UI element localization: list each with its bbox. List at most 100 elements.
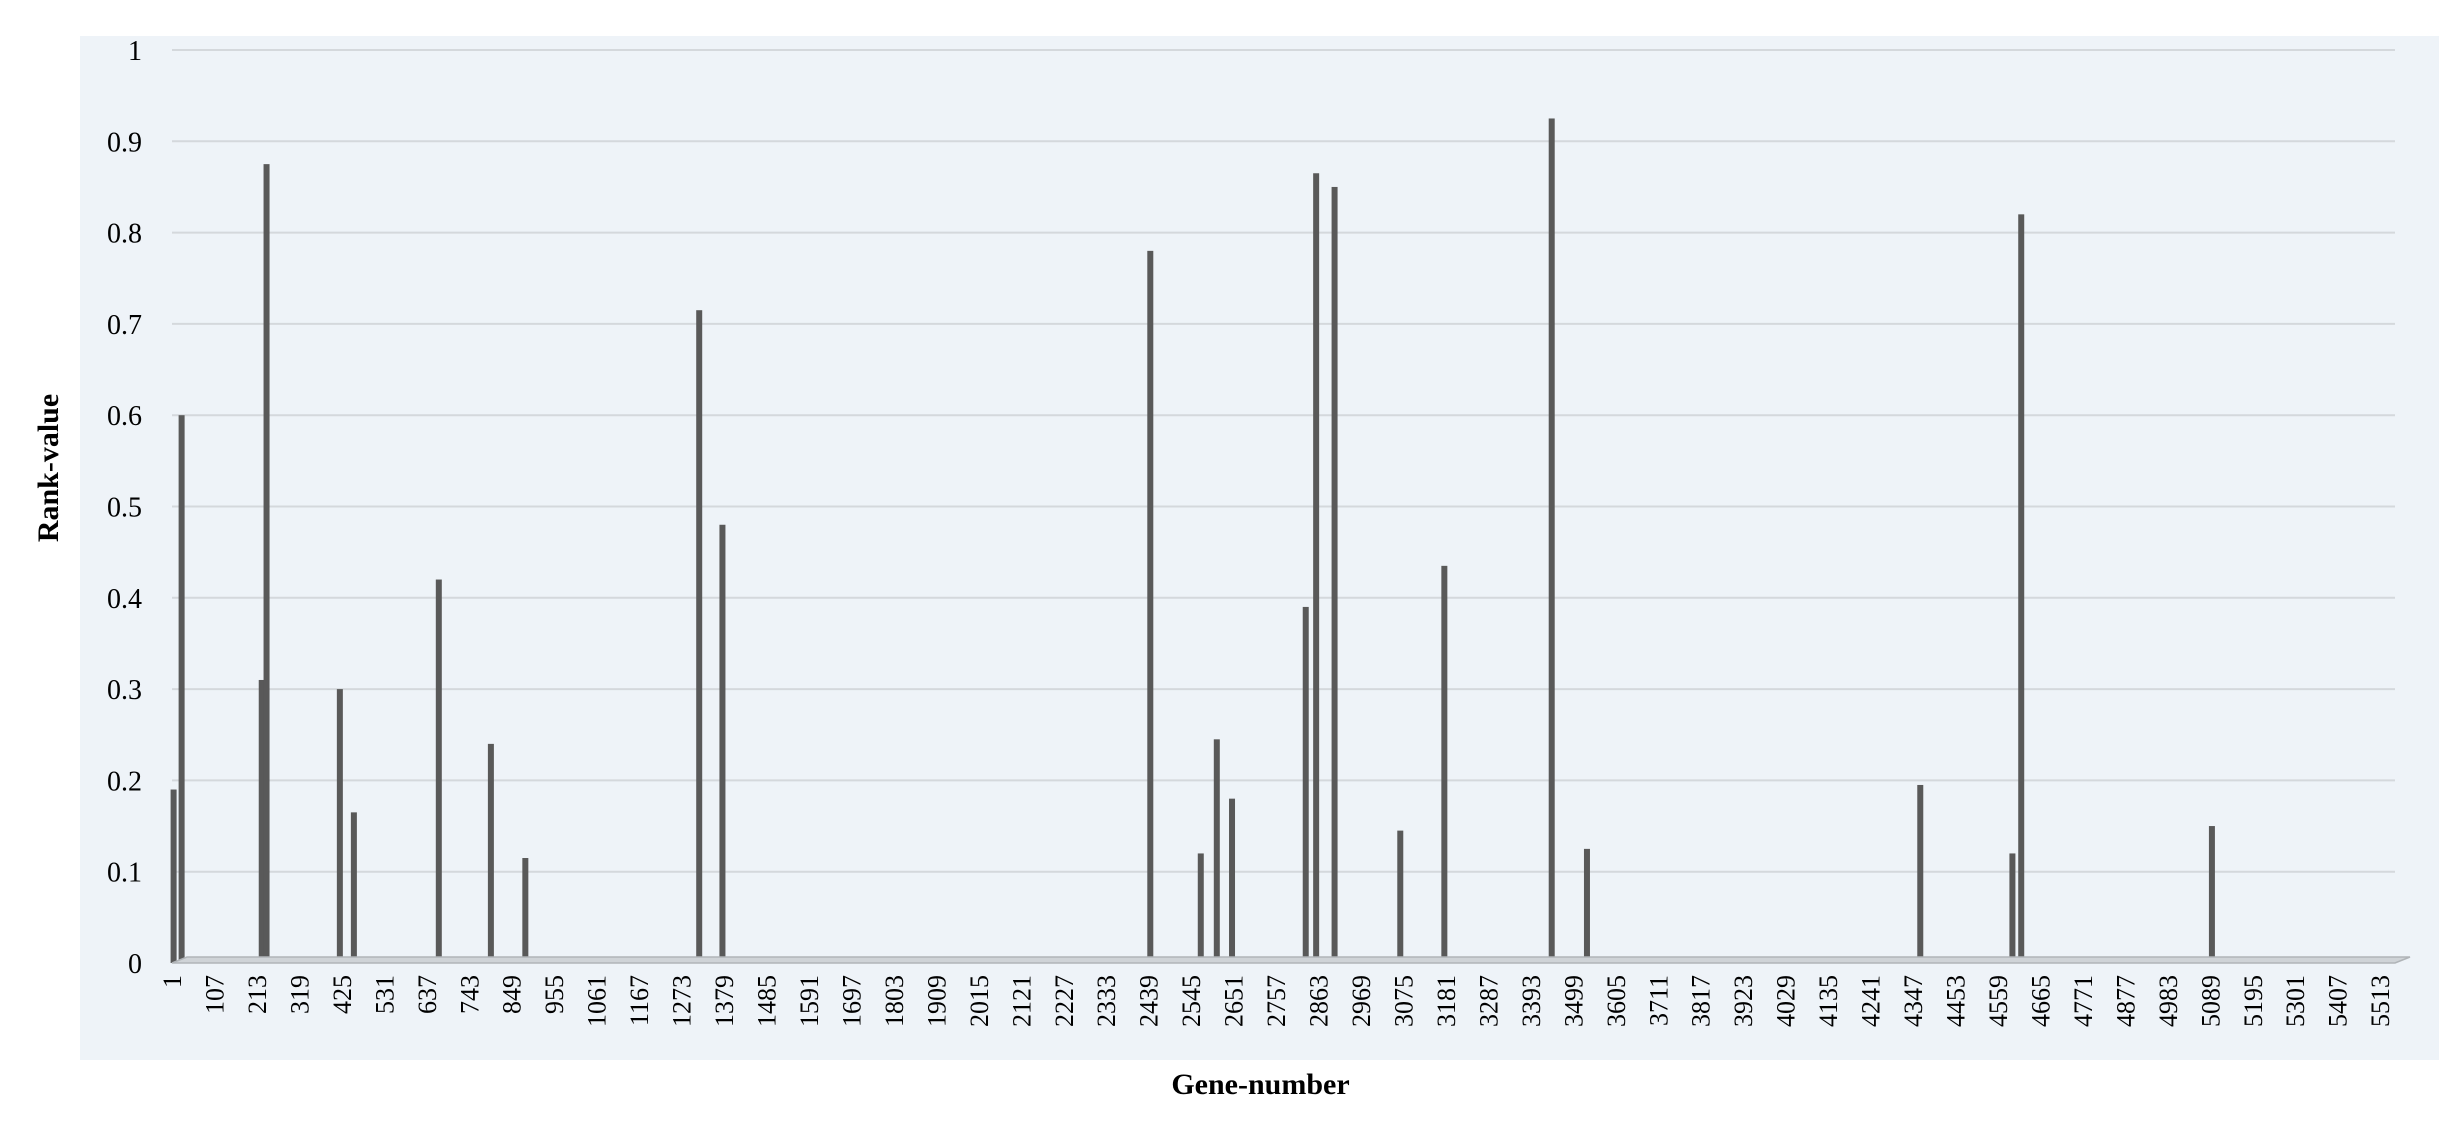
x-tick-label: 3393 bbox=[1517, 975, 1546, 1027]
bar bbox=[258, 679, 265, 963]
x-tick-label: 3499 bbox=[1559, 975, 1588, 1027]
x-tick-label: 5195 bbox=[2239, 975, 2268, 1027]
x-tick-label: 3923 bbox=[1729, 975, 1758, 1027]
y-tick-label: 0.9 bbox=[107, 127, 142, 158]
y-tick-label: 0.7 bbox=[107, 310, 142, 341]
x-tick-label: 3711 bbox=[1644, 975, 1673, 1026]
bar bbox=[696, 310, 703, 964]
x-tick-label: 1061 bbox=[583, 975, 612, 1027]
bar bbox=[2208, 826, 2215, 963]
bar bbox=[1441, 565, 1448, 963]
bar bbox=[263, 164, 270, 963]
x-tick-label: 531 bbox=[370, 975, 399, 1014]
x-tick-label: 3181 bbox=[1432, 975, 1461, 1027]
bar bbox=[1229, 798, 1236, 963]
y-tick-label: 0.2 bbox=[107, 766, 142, 797]
x-tick-label: 319 bbox=[285, 975, 314, 1014]
bar bbox=[1917, 784, 1924, 963]
x-tick-label: 4877 bbox=[2111, 975, 2140, 1027]
x-tick-label: 4453 bbox=[1942, 975, 1971, 1027]
x-axis-ticks: 1 107 213 319 425 531 637 743 849 955 1061 1167 1273… bbox=[158, 975, 2395, 1027]
bar bbox=[336, 689, 343, 963]
y-axis-ticks: 0 0.1 0.2 0.3 0.4 0.5 0.6 0.7 0.8 0.9 1 bbox=[107, 36, 142, 980]
x-tick-label: 2863 bbox=[1305, 975, 1334, 1027]
x-tick-label: 5089 bbox=[2196, 975, 2225, 1027]
bar bbox=[1302, 606, 1309, 963]
x-tick-label: 2757 bbox=[1262, 975, 1291, 1027]
bar bbox=[1197, 853, 1204, 963]
y-tick-label: 0.1 bbox=[107, 858, 142, 889]
x-tick-label: 3287 bbox=[1474, 975, 1503, 1027]
bar bbox=[1313, 173, 1320, 963]
bar bbox=[487, 743, 494, 963]
bar bbox=[719, 524, 726, 963]
x-tick-label: 107 bbox=[200, 975, 229, 1014]
x-tick-label: 3605 bbox=[1602, 975, 1631, 1027]
y-tick-label: 0 bbox=[128, 949, 142, 980]
bar bbox=[522, 858, 529, 963]
bar bbox=[1331, 186, 1338, 963]
x-tick-label: 213 bbox=[243, 975, 272, 1014]
x-tick-label: 1909 bbox=[922, 975, 951, 1027]
x-tick-label: 849 bbox=[498, 975, 527, 1014]
bar bbox=[435, 579, 442, 963]
y-tick-label: 0.6 bbox=[107, 401, 142, 432]
x-tick-label: 1 bbox=[158, 975, 187, 988]
x-tick-label: 1273 bbox=[668, 975, 697, 1027]
x-tick-label: 743 bbox=[455, 975, 484, 1014]
bar bbox=[178, 415, 185, 963]
x-tick-label: 2545 bbox=[1177, 975, 1206, 1027]
x-tick-label: 1591 bbox=[795, 975, 824, 1027]
x-tick-label: 955 bbox=[540, 975, 569, 1014]
bar bbox=[1548, 118, 1555, 964]
x-tick-label: 4559 bbox=[1984, 975, 2013, 1027]
x-tick-label: 4771 bbox=[2069, 975, 2098, 1027]
y-tick-label: 0.5 bbox=[107, 493, 142, 524]
x-tick-label: 4029 bbox=[1772, 975, 1801, 1027]
x-axis-label: Gene-number bbox=[1171, 1068, 1349, 1101]
x-tick-label: 2651 bbox=[1220, 975, 1249, 1027]
y-axis-label: Rank-value bbox=[32, 394, 65, 542]
x-tick-label: 2439 bbox=[1135, 975, 1164, 1027]
x-tick-label: 2121 bbox=[1007, 975, 1036, 1027]
bar bbox=[170, 789, 177, 963]
x-tick-label: 5513 bbox=[2366, 975, 2395, 1027]
bar bbox=[1213, 739, 1220, 963]
x-tick-label: 1697 bbox=[837, 975, 866, 1027]
x-tick-label: 1803 bbox=[880, 975, 909, 1027]
x-tick-label: 1485 bbox=[753, 975, 782, 1027]
x-tick-label: 4241 bbox=[1857, 975, 1886, 1027]
gridlines bbox=[172, 49, 2395, 873]
x-axis bbox=[171, 956, 2411, 964]
y-tick-label: 0.3 bbox=[107, 675, 142, 706]
bars bbox=[170, 118, 2215, 964]
x-tick-label: 5407 bbox=[2324, 975, 2353, 1027]
x-tick-label: 3075 bbox=[1389, 975, 1418, 1027]
plot-background bbox=[80, 36, 2439, 1060]
bar bbox=[1583, 848, 1590, 963]
x-tick-label: 2227 bbox=[1050, 975, 1079, 1027]
x-tick-label: 2015 bbox=[965, 975, 994, 1027]
x-tick-label: 5301 bbox=[2281, 975, 2310, 1027]
y-tick-label: 1 bbox=[128, 36, 142, 67]
x-tick-label: 425 bbox=[328, 975, 357, 1014]
bar bbox=[2018, 214, 2025, 964]
bar bbox=[350, 812, 357, 963]
bar bbox=[1397, 830, 1404, 963]
x-tick-label: 2333 bbox=[1092, 975, 1121, 1027]
x-tick-label: 3817 bbox=[1687, 975, 1716, 1027]
y-tick-label: 0.8 bbox=[107, 219, 142, 250]
y-tick-label: 0.4 bbox=[107, 584, 142, 615]
x-tick-label: 1167 bbox=[625, 975, 654, 1026]
x-tick-label: 4135 bbox=[1814, 975, 1843, 1027]
x-tick-label: 1379 bbox=[710, 975, 739, 1027]
bar bbox=[1147, 250, 1154, 964]
x-tick-label: 4983 bbox=[2154, 975, 2183, 1027]
x-tick-label: 4665 bbox=[2026, 975, 2055, 1027]
x-tick-label: 2969 bbox=[1347, 975, 1376, 1027]
x-tick-label: 4347 bbox=[1899, 975, 1928, 1027]
bar bbox=[2009, 853, 2016, 963]
x-axis-floor bbox=[171, 956, 2411, 964]
x-tick-label: 637 bbox=[413, 975, 442, 1014]
